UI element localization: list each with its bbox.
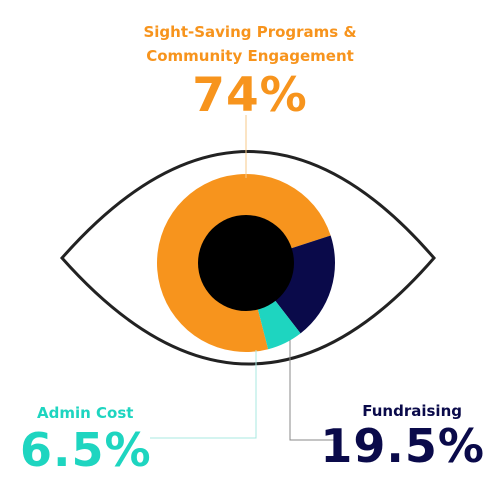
leader-lines [150,115,335,441]
label-programs-line2: Community Engagement [146,47,354,65]
label-fundraising-category: Fundraising [362,402,462,420]
label-fundraising-value: 19.5% [320,419,485,473]
pupil-center [198,215,294,311]
eye-outline [59,150,436,366]
label-programs-value: 74% [192,68,308,123]
leader-line-fundraising [289,340,335,441]
donut-slices [157,173,336,352]
leader-line-admin [150,350,257,439]
label-admin-value: 6.5% [20,423,152,477]
slice-fundraising [274,235,336,334]
label-programs-line1: Sight-Saving Programs & [143,23,357,41]
slice-programs [157,173,331,352]
label-admin-category: Admin Cost [37,404,134,422]
label-programs-category: Sight-Saving Programs & Community Engage… [120,20,380,68]
slice-admin [257,300,301,350]
